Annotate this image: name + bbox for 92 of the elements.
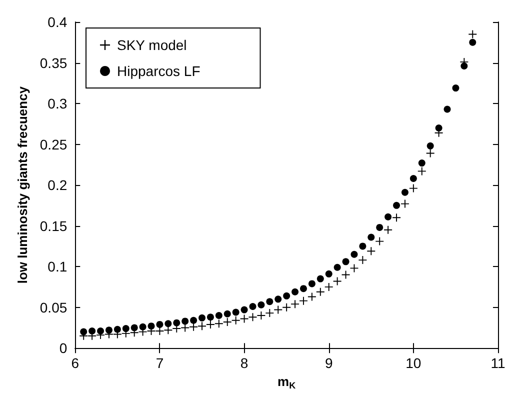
point: [308, 280, 316, 288]
point: [384, 226, 392, 234]
point: [299, 296, 308, 305]
point: [274, 296, 282, 303]
point: [409, 184, 418, 192]
point: [342, 270, 350, 279]
point: [324, 282, 333, 291]
point: [240, 306, 248, 314]
x-tick-label: 9: [324, 355, 333, 372]
legend-label: Hipparcos LF: [117, 63, 200, 79]
y-tick-label: 0.35: [40, 54, 68, 71]
point: [342, 258, 350, 266]
point: [334, 264, 341, 271]
x-tick-label: 11: [490, 355, 506, 372]
point: [283, 292, 290, 300]
point: [469, 38, 476, 46]
point: [444, 106, 451, 113]
point: [190, 316, 198, 324]
point: [266, 309, 274, 318]
point: [384, 213, 392, 220]
point: [122, 325, 130, 332]
point: [148, 322, 155, 330]
point: [376, 237, 384, 246]
point: [249, 303, 256, 310]
point: [257, 311, 266, 320]
point: [181, 324, 190, 332]
point: [316, 275, 324, 282]
point: [359, 242, 366, 250]
point: [358, 256, 367, 264]
point: [393, 202, 400, 209]
y-tick-label: 0.15: [40, 218, 68, 234]
point: [130, 324, 138, 332]
point: [367, 247, 376, 256]
point: [223, 318, 232, 326]
point: [274, 306, 282, 314]
point: [418, 167, 426, 176]
point: [452, 84, 460, 92]
point: [368, 234, 375, 241]
x-tick-label: 6: [71, 355, 80, 372]
point: [164, 326, 172, 334]
point: [426, 142, 434, 150]
y-axis-title: low luminosity giants frecuency: [15, 86, 30, 284]
point: [316, 288, 324, 296]
point: [418, 160, 426, 167]
point: [258, 301, 265, 308]
point: [325, 270, 332, 278]
point: [282, 303, 291, 312]
point: [291, 300, 300, 308]
point: [435, 124, 442, 132]
point: [392, 214, 401, 222]
point: [232, 316, 240, 324]
point: [206, 320, 214, 328]
point: [214, 320, 223, 328]
point: [198, 322, 206, 330]
point: [105, 326, 112, 334]
point: [80, 328, 88, 336]
y-tick-label: 0.4: [48, 14, 68, 30]
point: [139, 323, 146, 330]
point: [232, 308, 240, 316]
point: [164, 320, 172, 328]
point: [88, 327, 96, 334]
point: [215, 312, 222, 319]
point: [206, 314, 214, 321]
point: [410, 175, 417, 182]
point: [173, 319, 180, 326]
y-tick-label: 0.25: [40, 136, 68, 152]
point: [400, 200, 409, 208]
point: [460, 62, 468, 70]
point: [114, 326, 121, 333]
y-tick-label: 0.3: [48, 96, 68, 112]
legend-label: SKY model: [117, 37, 187, 53]
y-tick-label: 0.2: [48, 177, 68, 194]
point: [156, 326, 164, 335]
y-tick-label: 0: [59, 340, 68, 356]
point: [468, 30, 477, 38]
point: [182, 318, 189, 325]
point: [198, 314, 206, 322]
y-tick-label: 0.05: [40, 299, 68, 316]
point: [190, 322, 198, 331]
point: [156, 320, 164, 328]
point: [292, 288, 299, 296]
x-tick-label: 8: [240, 355, 248, 372]
point: [300, 285, 307, 292]
point: [97, 327, 104, 334]
x-tick-label: 7: [156, 355, 164, 372]
point: [266, 298, 274, 306]
point: [401, 188, 408, 196]
x-tick-label: 10: [406, 355, 422, 372]
point: [224, 310, 231, 318]
point: [376, 224, 384, 231]
y-tick-label: 0.1: [48, 258, 68, 275]
point: [350, 250, 358, 258]
